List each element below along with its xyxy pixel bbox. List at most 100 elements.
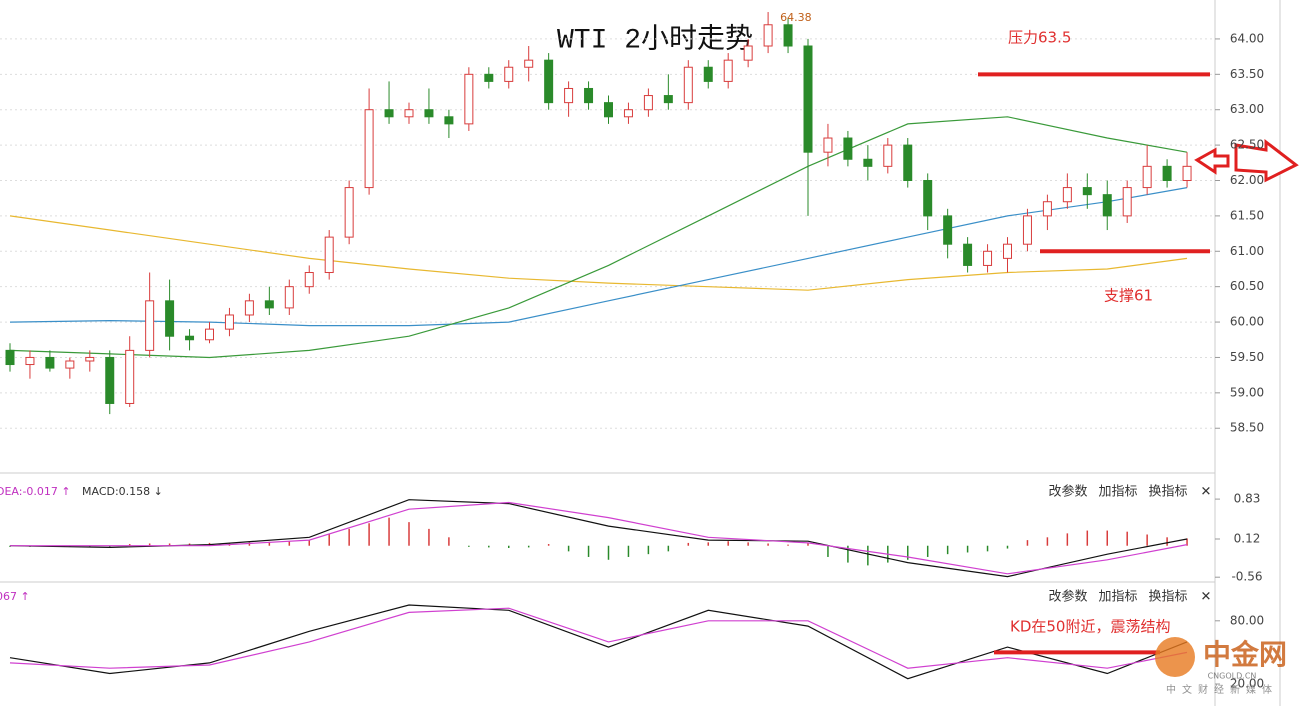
candle-body <box>723 59 733 82</box>
candle-body <box>264 300 274 309</box>
candle-body <box>604 102 613 118</box>
candle-body <box>105 356 115 404</box>
level-label: 压力63.5 <box>1008 29 1071 47</box>
candle-body <box>823 137 833 153</box>
candle-body <box>464 73 474 125</box>
candle-body <box>324 236 334 274</box>
y-tick-label: 63.00 <box>1230 102 1264 116</box>
candle-body <box>923 179 933 217</box>
candle-body <box>1102 194 1112 217</box>
candle-body <box>404 109 414 118</box>
candle-body <box>25 356 35 366</box>
candle-body <box>703 66 713 82</box>
indicator-line <box>9 116 1188 359</box>
peak-label: 64.38 <box>780 11 812 24</box>
candle-body <box>125 349 135 404</box>
candle-body <box>643 95 653 111</box>
toolbar-button[interactable]: ✕ <box>1201 485 1212 500</box>
candle-body <box>943 215 953 245</box>
y-tick-label: 60.00 <box>1230 315 1264 329</box>
candle-body <box>205 328 214 341</box>
candle-body <box>45 356 55 369</box>
candle-body <box>763 24 773 47</box>
toolbar-button[interactable]: 换指标 <box>1148 590 1187 605</box>
y-tick-label: 60.50 <box>1230 279 1264 293</box>
candle-body <box>145 300 155 351</box>
candle-body <box>424 109 434 118</box>
candle-body <box>803 45 813 153</box>
indicator-line <box>9 607 1188 669</box>
brand: 中金网 <box>1203 638 1287 671</box>
toolbar-button[interactable]: 加指标 <box>1098 590 1137 605</box>
candle-body <box>564 87 574 104</box>
candle-body <box>1022 215 1032 245</box>
y-tick-label: 61.00 <box>1230 244 1264 258</box>
y-tick-label: 20.00 <box>1230 676 1264 690</box>
candle-body <box>524 59 534 68</box>
slogan: 中文财经新媒体 <box>1166 683 1278 696</box>
candle-body <box>623 109 633 118</box>
y-tick-label: 59.00 <box>1230 385 1264 399</box>
y-tick-label: 0.83 <box>1234 492 1261 506</box>
y-tick-label: 59.50 <box>1230 350 1264 364</box>
candle-body <box>883 144 893 167</box>
y-tick-label: 63.50 <box>1230 67 1264 81</box>
candle-body <box>484 73 494 82</box>
candle-body <box>1003 243 1012 259</box>
y-tick-label: 62.00 <box>1230 173 1264 187</box>
candle-body <box>65 360 75 369</box>
toolbar-button[interactable]: ✕ <box>1201 590 1212 605</box>
site: CNGOLD.CN <box>1208 672 1257 681</box>
candle-body <box>284 286 294 309</box>
candle-body <box>584 87 594 104</box>
watermark: 中金网 CNGOLD.CN 中文财经新媒体 <box>1155 637 1287 696</box>
candle-body <box>1062 187 1072 203</box>
indicator-line <box>9 499 1188 578</box>
candle-body <box>1082 187 1092 196</box>
candle-body <box>1042 201 1052 217</box>
indicator-legend: MACD:0.158 ↓ <box>82 485 163 498</box>
candle-body <box>903 144 913 181</box>
y-tick-label: 64.00 <box>1230 31 1264 45</box>
toolbar-button[interactable]: 加指标 <box>1098 485 1137 500</box>
candle-body <box>783 24 793 47</box>
y-tick-label: 80.00 <box>1230 613 1264 627</box>
candle-body <box>364 109 374 189</box>
candle-body <box>963 243 973 266</box>
candle-body <box>1182 165 1192 181</box>
y-tick-label: -0.56 <box>1231 570 1262 584</box>
candle-body <box>165 300 175 337</box>
y-tick-label: 62.50 <box>1230 138 1264 152</box>
candle-body <box>185 335 195 341</box>
level-label: 支撑61 <box>1104 287 1153 305</box>
candle-body <box>663 95 673 104</box>
candle-body <box>85 356 95 362</box>
indicator-legend: DEA:-0.017 ↑ <box>0 485 71 498</box>
candle-body <box>1122 187 1132 217</box>
candle-body <box>444 116 454 125</box>
candle-body <box>863 158 873 167</box>
candle-body <box>983 250 993 266</box>
candle-body <box>224 314 234 330</box>
candle-body <box>1142 165 1152 189</box>
candle-body <box>504 66 514 82</box>
indicator-line <box>9 604 1188 680</box>
toolbar-button[interactable]: 改参数 <box>1048 484 1087 500</box>
indicator-legend: 067 ↑ <box>0 590 30 603</box>
toolbar-button[interactable]: 改参数 <box>1048 589 1087 605</box>
candle-body <box>5 349 15 366</box>
y-tick-label: 58.50 <box>1230 421 1264 435</box>
candle-body <box>304 272 314 288</box>
candle-body <box>244 300 254 316</box>
level-label: KD在50附近，震荡结构 <box>1010 618 1170 636</box>
indicator-line <box>10 501 1188 575</box>
logo-icon <box>1155 637 1195 677</box>
toolbar-button[interactable]: 换指标 <box>1148 485 1187 500</box>
candle-body <box>384 109 394 118</box>
y-tick-label: 0.12 <box>1234 531 1261 545</box>
arrow <box>1194 147 1230 175</box>
candle-body <box>344 187 354 238</box>
candle-body <box>1162 165 1172 181</box>
candle-body <box>743 45 753 61</box>
